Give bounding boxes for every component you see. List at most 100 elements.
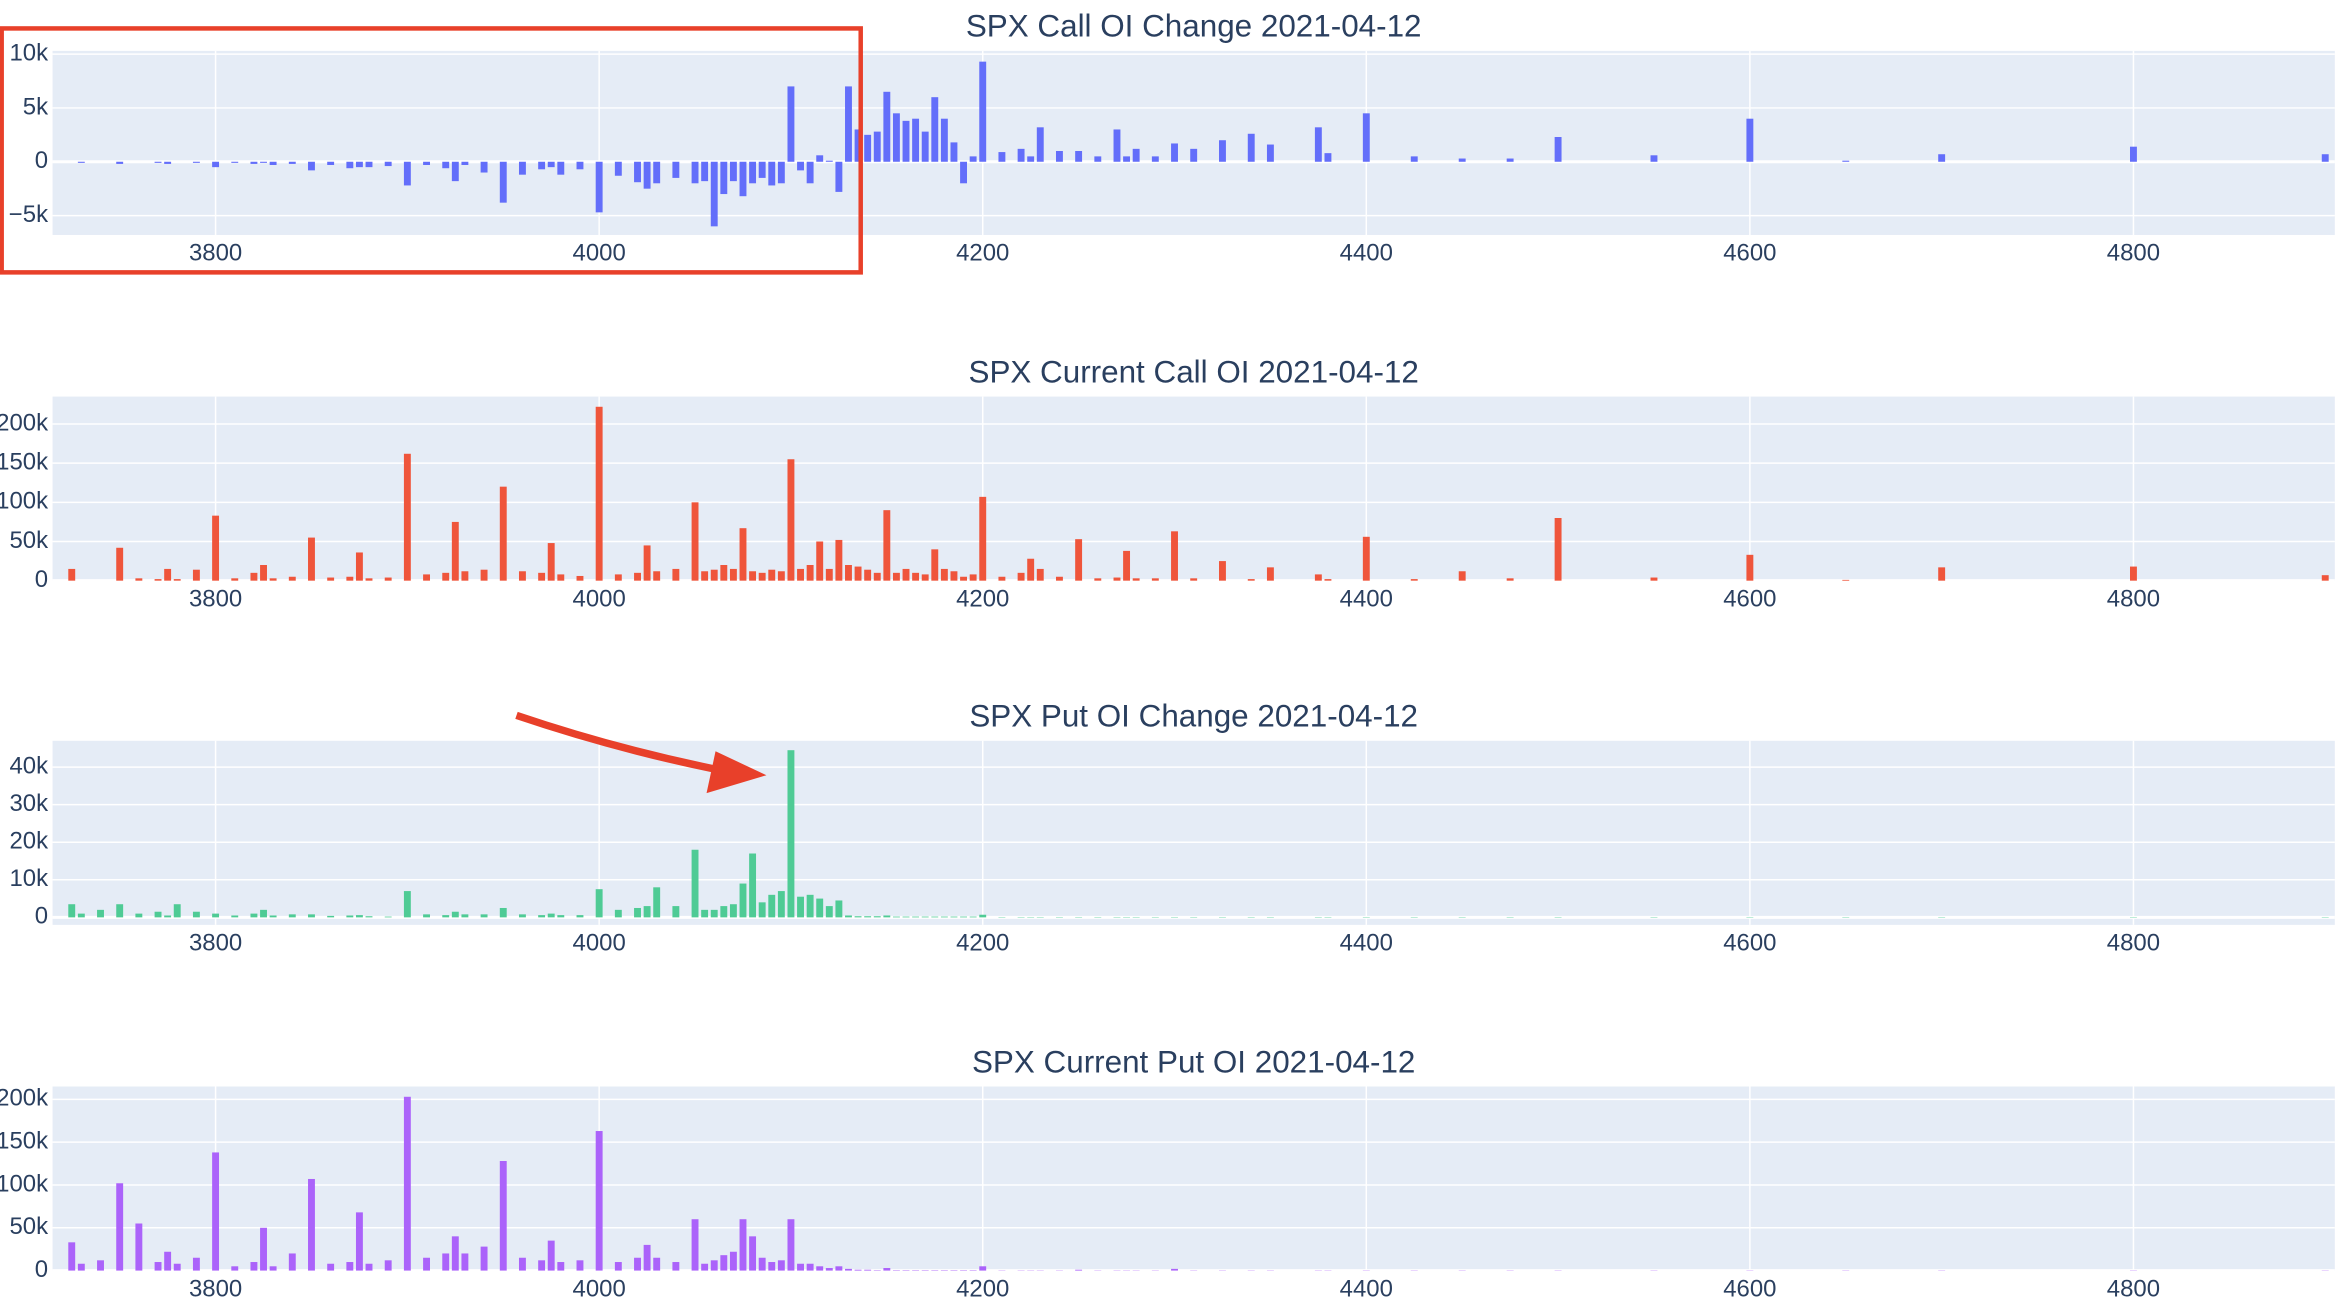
bar bbox=[269, 161, 277, 165]
plot-area bbox=[52, 1086, 2335, 1271]
subplot: SPX Call OI Change 2021-04-12 −5k 0 5k 10k 38… bbox=[9, 9, 2335, 267]
bar bbox=[749, 1236, 757, 1271]
bar bbox=[691, 161, 699, 184]
bar bbox=[883, 915, 891, 918]
bar bbox=[998, 576, 1006, 581]
bar bbox=[288, 576, 296, 581]
bar bbox=[720, 1255, 728, 1271]
bar bbox=[979, 1266, 987, 1271]
bar bbox=[308, 537, 315, 581]
bar bbox=[701, 571, 709, 581]
bar bbox=[969, 916, 977, 918]
x-tick-label: 3800 bbox=[189, 930, 242, 957]
bar bbox=[116, 1183, 124, 1271]
bar bbox=[710, 1260, 718, 1271]
bar bbox=[883, 91, 891, 162]
x-tick-label: 3800 bbox=[189, 240, 242, 267]
bar bbox=[1017, 572, 1025, 581]
bar bbox=[173, 1263, 181, 1271]
bar bbox=[480, 161, 488, 173]
bar bbox=[739, 161, 747, 197]
chart-title: SPX Put OI Change 2021-04-12 bbox=[969, 699, 1418, 734]
bar bbox=[614, 161, 622, 176]
bar bbox=[260, 565, 267, 581]
bar bbox=[1650, 155, 1658, 162]
bar bbox=[576, 915, 584, 918]
bar bbox=[1113, 129, 1121, 162]
bar bbox=[1554, 518, 1562, 581]
bar bbox=[720, 906, 728, 918]
plot-area bbox=[52, 50, 2335, 235]
subplot: SPX Put OI Change 2021-04-12 0 10k 20k 30k 40… bbox=[9, 699, 2335, 957]
bar bbox=[346, 915, 354, 918]
arrow-head bbox=[706, 751, 767, 794]
bar bbox=[269, 1266, 277, 1271]
bar bbox=[845, 1268, 852, 1271]
bar bbox=[960, 576, 968, 581]
bar bbox=[892, 572, 900, 581]
bar bbox=[969, 156, 977, 162]
bar bbox=[729, 1251, 737, 1271]
bar bbox=[154, 911, 162, 918]
bar bbox=[164, 915, 172, 918]
bar bbox=[1842, 160, 1850, 162]
bar bbox=[931, 549, 939, 581]
bar bbox=[547, 543, 555, 581]
bar bbox=[518, 161, 526, 175]
bar bbox=[739, 528, 747, 581]
bar bbox=[384, 161, 392, 167]
bar bbox=[327, 915, 335, 918]
bar bbox=[950, 142, 958, 162]
bar bbox=[1506, 578, 1514, 581]
bar bbox=[403, 891, 411, 918]
bar bbox=[192, 1257, 200, 1271]
bar bbox=[451, 161, 459, 182]
bar bbox=[1027, 558, 1035, 581]
bar bbox=[192, 911, 200, 918]
y-tick-label: 50k bbox=[9, 1213, 48, 1240]
bar bbox=[921, 916, 929, 918]
bar bbox=[355, 915, 363, 918]
bar bbox=[825, 906, 833, 918]
bar bbox=[212, 913, 220, 918]
bar bbox=[768, 161, 776, 186]
y-tick-label: 10k bbox=[9, 39, 48, 66]
bar bbox=[97, 1260, 104, 1271]
bar bbox=[854, 916, 862, 918]
bar bbox=[557, 1262, 565, 1271]
bar bbox=[739, 883, 747, 918]
bar bbox=[749, 571, 757, 581]
bar bbox=[729, 568, 737, 581]
bar bbox=[672, 1262, 680, 1271]
highlight-box bbox=[0, 26, 863, 275]
x-tick-label: 4800 bbox=[2107, 930, 2160, 957]
bar bbox=[614, 909, 622, 918]
bar bbox=[288, 161, 296, 164]
bar bbox=[653, 571, 661, 581]
x-tick-label: 4200 bbox=[956, 930, 1009, 957]
bar bbox=[854, 1269, 862, 1271]
bar bbox=[1746, 554, 1754, 581]
bar bbox=[518, 1257, 526, 1271]
bar bbox=[442, 161, 450, 169]
bar bbox=[68, 568, 76, 581]
chart-title: SPX Current Put OI 2021-04-12 bbox=[972, 1044, 1415, 1079]
bar bbox=[1266, 144, 1274, 162]
x-tick-label: 4000 bbox=[573, 930, 626, 957]
bar bbox=[269, 578, 277, 581]
bar bbox=[710, 161, 718, 227]
bar bbox=[634, 907, 641, 918]
bar bbox=[269, 915, 277, 918]
bar bbox=[634, 161, 641, 183]
bar bbox=[451, 911, 459, 918]
bar bbox=[672, 161, 680, 178]
bar bbox=[595, 889, 603, 918]
bar bbox=[2321, 154, 2329, 162]
bar bbox=[960, 161, 968, 184]
bar bbox=[231, 161, 239, 163]
bar bbox=[461, 571, 469, 581]
bar bbox=[77, 1263, 85, 1271]
bar bbox=[1362, 113, 1370, 162]
bar bbox=[2129, 146, 2137, 162]
x-tick-label: 4600 bbox=[1723, 1275, 1776, 1302]
